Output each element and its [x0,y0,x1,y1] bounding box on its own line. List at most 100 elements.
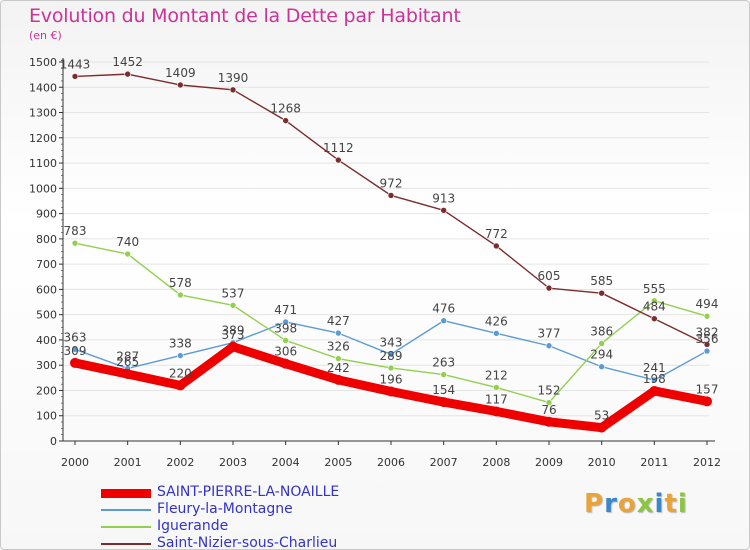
data-label-saint-pierre-la-noaille: 373 [222,328,245,342]
data-point-fleury-la-montagne [71,345,79,353]
data-label-fleury-la-montagne: 241 [643,361,666,375]
data-label-saint-pierre-la-noaille: 242 [327,361,350,375]
data-label-iguerande: 212 [485,368,508,382]
data-point-iguerande [177,291,184,299]
data-point-saint-pierre-la-noaille [438,397,449,408]
data-point-saint-nizier-sous-charlieu [282,117,289,124]
data-label-saint-nizier-sous-charlieu: 1112 [323,141,354,155]
x-tick-label: 2007 [430,456,458,469]
data-point-saint-nizier-sous-charlieu [335,156,342,164]
data-label-saint-nizier-sous-charlieu: 605 [538,269,561,283]
y-tick-label: 500 [36,309,57,322]
data-point-saint-pierre-la-noaille [702,396,712,407]
data-point-iguerande [545,399,553,406]
data-point-saint-pierre-la-noaille [122,369,133,380]
data-label-iguerande: 783 [64,224,87,238]
data-point-saint-pierre-la-noaille [228,341,238,352]
legend-label: Fleury-la-Montagne [157,501,293,517]
legend-swatch [101,543,151,545]
data-point-iguerande [703,312,711,320]
data-point-saint-pierre-la-noaille [596,422,607,433]
data-point-iguerande [493,384,500,391]
data-label-fleury-la-montagne: 343 [380,335,403,349]
y-tick-label: 100 [36,410,57,423]
legend-swatch [101,509,151,511]
x-tick-label: 2005 [324,456,352,469]
data-label-iguerande: 740 [116,235,139,249]
x-tick-label: 2001 [114,456,142,469]
data-point-saint-pierre-la-noaille [175,380,186,391]
data-label-saint-nizier-sous-charlieu: 913 [432,191,455,205]
data-label-iguerande: 289 [380,349,403,363]
data-label-saint-pierre-la-noaille: 265 [116,355,139,369]
data-point-saint-nizier-sous-charlieu [71,73,79,80]
data-label-saint-pierre-la-noaille: 117 [485,392,508,406]
logo-letter: t [664,489,678,519]
x-tick-label: 2012 [693,456,721,469]
data-point-fleury-la-montagne [703,347,711,355]
data-point-saint-nizier-sous-charlieu [598,289,605,297]
data-point-saint-nizier-sous-charlieu [703,341,711,348]
data-label-iguerande: 555 [643,282,666,296]
data-point-iguerande [229,302,237,309]
logo-letter: i [654,489,665,519]
data-point-iguerande [124,250,131,258]
y-tick-label: 600 [36,283,57,296]
y-tick-label: 200 [36,384,57,397]
axes: 0 100 200 300 400 500 600 700 800 900 1000 1100 1200… [29,56,721,469]
data-point-iguerande [282,337,289,344]
y-tick-label: 1300 [29,107,57,120]
data-point-saint-pierre-la-noaille [386,386,396,397]
data-label-saint-pierre-la-noaille: 306 [274,345,297,359]
data-point-saint-pierre-la-noaille [649,385,660,396]
x-tick-label: 2008 [482,456,510,469]
y-tick-label: 300 [36,359,57,372]
line-chart: 0 100 200 300 400 500 600 700 800 900 1000 1100 1200… [29,55,721,469]
data-point-saint-nizier-sous-charlieu [124,70,131,78]
data-label-fleury-la-montagne: 338 [169,337,192,351]
logo-letter: x [636,489,655,519]
data-label-fleury-la-montagne: 426 [485,314,508,328]
data-point-fleury-la-montagne [598,363,605,371]
data-point-saint-nizier-sous-charlieu [387,192,395,199]
legend-label: Iguerande [157,518,229,534]
data-label-saint-pierre-la-noaille: 309 [64,344,87,358]
y-tick-label: 800 [36,233,57,246]
data-point-saint-pierre-la-noaille [491,406,502,417]
proxiti-logo: Proxiti [584,489,688,519]
y-tick-label: 1100 [29,157,57,170]
data-label-saint-nizier-sous-charlieu: 1452 [112,55,143,69]
y-tick-label: 1000 [29,182,57,195]
data-labels: 309 265 220 373 306 242 196 154 117 76 53 198 157 363… [60,55,719,422]
data-point-saint-nizier-sous-charlieu [545,284,553,292]
x-tick-label: 2003 [219,456,247,469]
data-label-iguerande: 537 [222,286,245,300]
data-label-fleury-la-montagne: 471 [274,303,297,317]
data-point-saint-pierre-la-noaille [544,416,554,427]
data-point-fleury-la-montagne [440,317,447,325]
legend-label: SAINT-PIERRE-LA-NOAILLE [157,484,340,500]
data-point-saint-pierre-la-noaille [333,374,344,385]
data-label-saint-pierre-la-noaille: 76 [541,403,556,417]
data-label-saint-pierre-la-noaille: 157 [696,382,719,396]
data-point-iguerande [335,355,342,362]
data-label-saint-nizier-sous-charlieu: 1390 [218,71,249,85]
data-label-saint-pierre-la-noaille: 220 [169,366,192,380]
data-point-fleury-la-montagne [177,352,184,359]
x-tick-label: 2010 [588,456,616,469]
data-point-saint-nizier-sous-charlieu [651,315,658,323]
data-label-fleury-la-montagne: 356 [696,332,719,346]
data-label-iguerande: 578 [169,276,192,290]
y-tick-label: 400 [36,334,57,347]
data-point-fleury-la-montagne [335,329,342,337]
data-point-saint-nizier-sous-charlieu [177,81,184,89]
data-label-fleury-la-montagne: 287 [116,349,139,363]
logo-letter: r [604,489,618,519]
data-point-iguerande [440,371,447,378]
data-label-saint-nizier-sous-charlieu: 484 [643,300,666,314]
data-point-fleury-la-montagne [545,342,553,350]
data-label-saint-nizier-sous-charlieu: 1443 [60,57,91,71]
series-line-saint-nizier-sous-charlieu [74,73,708,346]
x-tick-label: 2004 [272,456,300,469]
